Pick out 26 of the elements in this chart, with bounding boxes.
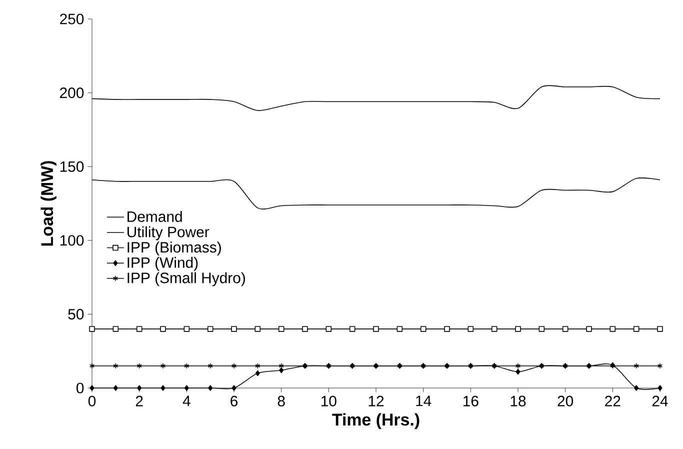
y-tick-label: 200: [60, 88, 84, 98]
x-tick-label: 12: [368, 396, 384, 406]
legend-label: Utility Power: [128, 226, 210, 240]
x-tick-label: 2: [136, 396, 143, 406]
x-tick-label: 16: [464, 396, 478, 406]
y-tick-label: 100: [60, 235, 84, 246]
x-tick-label: 22: [605, 396, 620, 406]
y-axis-title: Load (MW): [40, 161, 56, 246]
legend-label: IPP (Small Hydro): [128, 272, 245, 286]
legend-label: IPP (Biomass): [128, 242, 221, 256]
y-tick-label: 250: [60, 14, 84, 24]
x-tick-label: 10: [322, 396, 336, 406]
x-tick-label: 0: [88, 396, 96, 406]
x-tick-label: 6: [230, 396, 238, 406]
y-tick-label: 50: [68, 308, 84, 320]
y-tick-label: 150: [60, 161, 84, 172]
x-axis-title: Time (Hrs.): [332, 413, 420, 429]
x-tick-label: 8: [278, 396, 285, 406]
y-tick-label: 0: [76, 382, 84, 394]
legend-label: Demand: [128, 210, 182, 222]
x-tick-label: 18: [510, 396, 526, 406]
x-tick-label: 20: [558, 396, 574, 406]
x-tick-label: 4: [182, 396, 190, 406]
legend-label: IPP (Wind): [128, 256, 198, 271]
x-tick-label: 24: [652, 396, 668, 406]
x-tick-label: 14: [416, 396, 432, 406]
